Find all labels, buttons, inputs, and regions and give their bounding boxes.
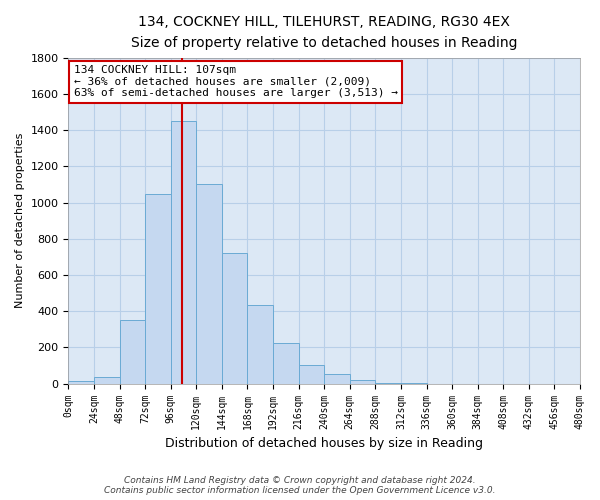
Bar — [171, 121, 196, 384]
Title: 134, COCKNEY HILL, TILEHURST, READING, RG30 4EX
Size of property relative to det: 134, COCKNEY HILL, TILEHURST, READING, R… — [131, 15, 517, 50]
Bar — [299, 364, 324, 384]
Y-axis label: Number of detached properties: Number of detached properties — [15, 133, 25, 308]
Bar — [247, 305, 273, 384]
Bar — [222, 254, 247, 384]
X-axis label: Distribution of detached houses by size in Reading: Distribution of detached houses by size … — [165, 437, 483, 450]
Bar — [350, 380, 376, 384]
Bar — [94, 378, 119, 384]
Text: Contains HM Land Registry data © Crown copyright and database right 2024.
Contai: Contains HM Land Registry data © Crown c… — [104, 476, 496, 495]
Bar — [145, 194, 171, 384]
Bar — [196, 184, 222, 384]
Text: 134 COCKNEY HILL: 107sqm
← 36% of detached houses are smaller (2,009)
63% of sem: 134 COCKNEY HILL: 107sqm ← 36% of detach… — [74, 65, 398, 98]
Bar — [68, 381, 94, 384]
Bar — [376, 383, 401, 384]
Bar — [119, 320, 145, 384]
Bar — [324, 374, 350, 384]
Bar — [273, 343, 299, 384]
